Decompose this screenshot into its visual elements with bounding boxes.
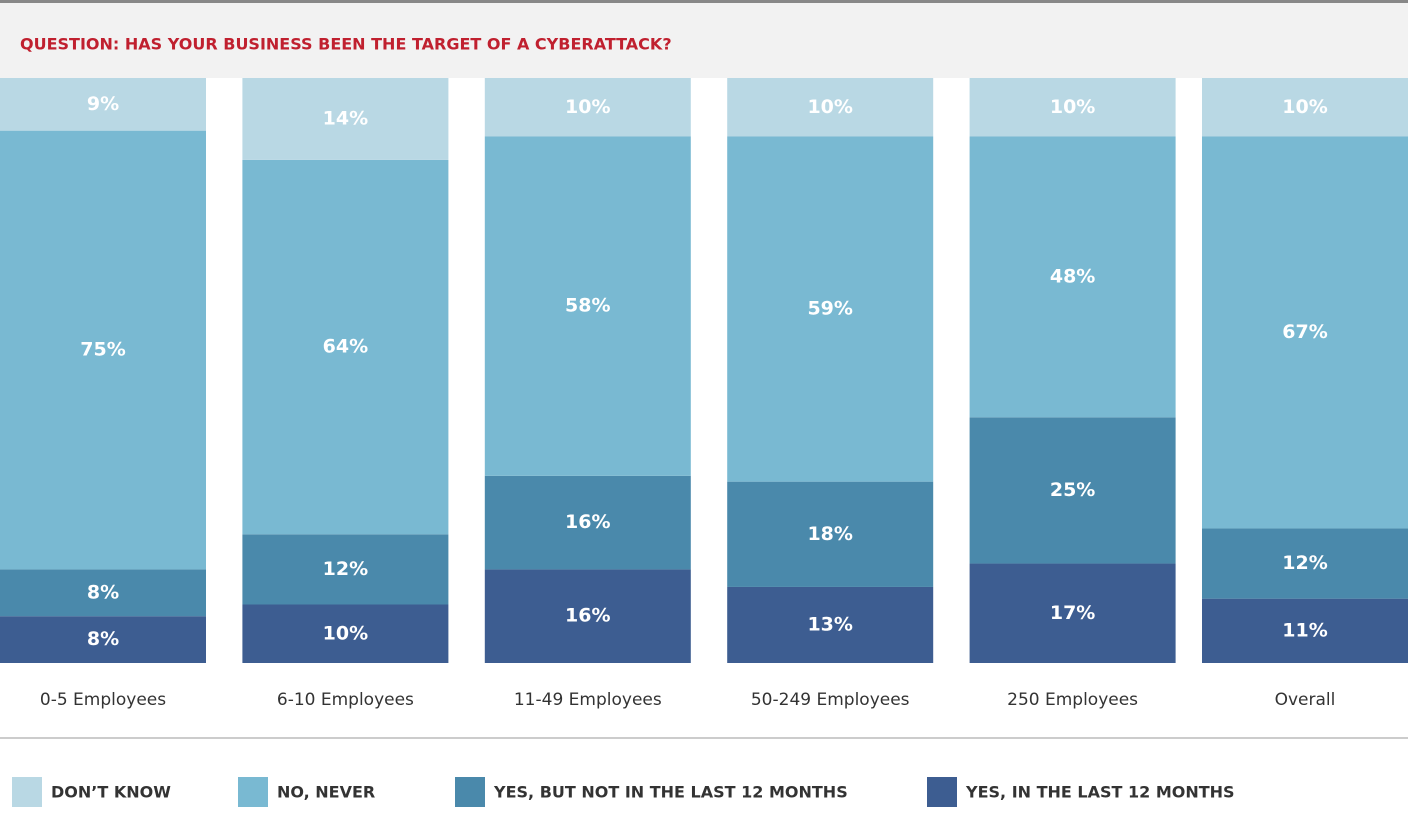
data-label: 9%	[87, 93, 119, 115]
data-label: 12%	[1282, 552, 1327, 574]
data-label: 67%	[1282, 321, 1327, 343]
x-tick-label: 0-5 Employees	[40, 690, 166, 710]
x-tick-label: Overall	[1275, 690, 1336, 710]
bar-segment	[484, 569, 691, 663]
data-label: 12%	[323, 558, 368, 580]
bar-segment	[727, 136, 934, 482]
data-label: 10%	[1282, 96, 1327, 118]
bar-segment	[484, 475, 691, 570]
legend-label: NO, NEVER	[277, 783, 375, 802]
bar-segment	[0, 569, 206, 617]
top-rule	[0, 0, 1408, 3]
bar-segment	[0, 616, 206, 663]
data-label: 16%	[565, 511, 610, 533]
bar-segment	[1202, 78, 1408, 137]
data-label: 25%	[1050, 479, 1095, 501]
data-label: 14%	[323, 107, 368, 129]
data-label: 48%	[1050, 265, 1095, 287]
data-label: 8%	[87, 581, 119, 603]
data-label: 64%	[323, 336, 368, 358]
legend-swatch	[12, 777, 42, 807]
bar-segment	[0, 130, 206, 570]
bar-segment	[727, 481, 934, 587]
bar-segment	[242, 159, 449, 535]
bar-segment	[969, 136, 1176, 418]
data-label: 18%	[807, 523, 852, 545]
legend-swatch	[455, 777, 485, 807]
data-label: 11%	[1282, 619, 1327, 641]
x-tick-label: 6-10 Employees	[277, 690, 414, 710]
bar-segment	[1202, 136, 1408, 529]
bar-segment	[1202, 598, 1408, 663]
legend-label: YES, IN THE LAST 12 MONTHS	[965, 783, 1235, 802]
legend-swatch	[238, 777, 268, 807]
data-label: 58%	[565, 295, 610, 317]
bar-segment	[727, 586, 934, 663]
legend-swatch	[927, 777, 957, 807]
bar-segment	[242, 78, 449, 160]
x-tick-label: 250 Employees	[1007, 690, 1138, 710]
legend-label: YES, BUT NOT IN THE LAST 12 MONTHS	[493, 783, 848, 802]
bar-segment	[1202, 528, 1408, 599]
data-label: 10%	[1050, 96, 1095, 118]
bar-segment	[242, 604, 449, 663]
bar-segment	[484, 136, 691, 476]
data-label: 13%	[807, 613, 852, 635]
data-label: 16%	[565, 605, 610, 627]
bar-segment	[969, 417, 1176, 564]
bar-segment	[727, 78, 934, 137]
x-tick-label: 50-249 Employees	[751, 690, 910, 710]
bar-segment	[484, 78, 691, 137]
data-label: 10%	[807, 96, 852, 118]
bar-segment	[969, 563, 1176, 663]
data-label: 10%	[565, 96, 610, 118]
data-label: 8%	[87, 628, 119, 650]
data-label: 59%	[807, 298, 852, 320]
bar-segment	[969, 78, 1176, 137]
chart-title: QUESTION: HAS YOUR BUSINESS BEEN THE TAR…	[20, 35, 672, 54]
title-band	[0, 3, 1408, 78]
data-label: 10%	[323, 622, 368, 644]
data-label: 75%	[80, 339, 125, 361]
legend-label: DON’T KNOW	[51, 783, 171, 802]
bar-segment	[0, 78, 206, 131]
data-label: 17%	[1050, 602, 1095, 624]
bar-segment	[242, 534, 449, 605]
x-tick-label: 11-49 Employees	[514, 690, 662, 710]
